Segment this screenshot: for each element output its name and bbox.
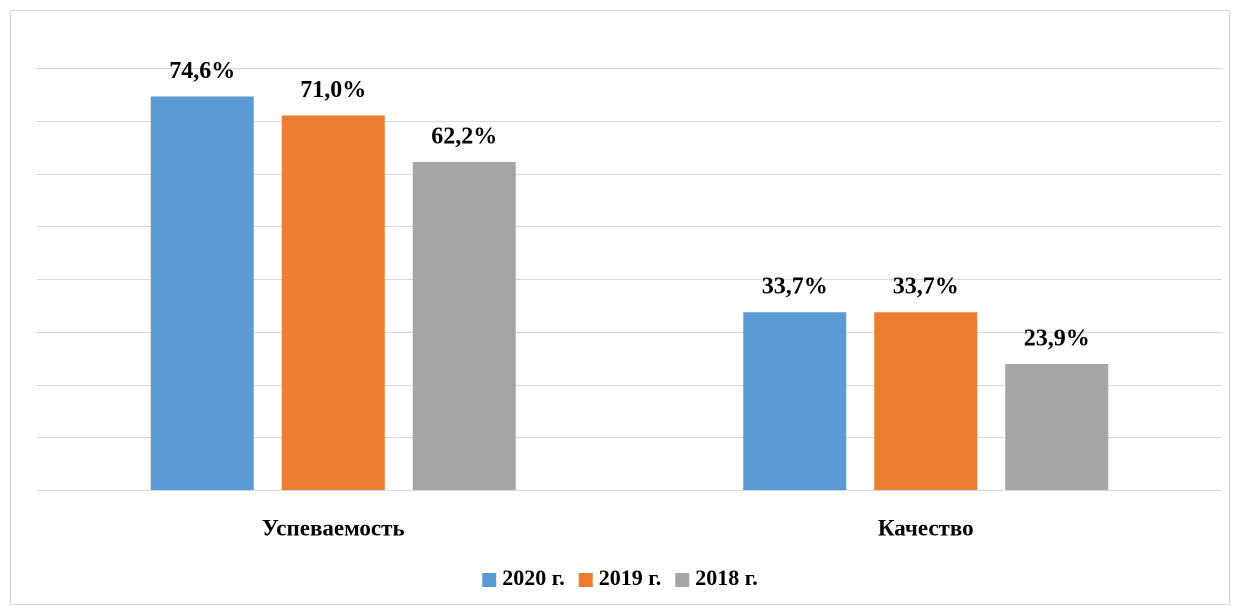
bar — [874, 312, 978, 490]
data-label: 62,2% — [431, 123, 497, 149]
bar — [1005, 363, 1109, 490]
legend-label: 2018 г. — [695, 565, 758, 590]
bar — [281, 115, 385, 490]
data-label: 74,6% — [169, 58, 235, 84]
legend-swatch — [578, 573, 593, 587]
legend-label: 2019 г. — [599, 565, 662, 590]
legend-swatch — [675, 573, 690, 587]
data-label: 23,9% — [1024, 325, 1090, 351]
x-tick-label: Качество — [878, 515, 974, 540]
x-tick-label: Успеваемость — [262, 515, 405, 540]
legend-item: 2019 г. — [578, 565, 662, 590]
legend-swatch — [482, 573, 497, 587]
legend-item: 2018 г. — [675, 565, 758, 590]
bar — [743, 312, 847, 490]
legend-label: 2020 г. — [502, 565, 565, 590]
bar — [412, 161, 516, 490]
bar — [150, 96, 254, 491]
legend-item: 2020 г. — [482, 565, 565, 590]
data-label: 71,0% — [300, 77, 366, 103]
data-label: 33,7% — [893, 274, 959, 300]
data-label: 33,7% — [762, 274, 828, 300]
